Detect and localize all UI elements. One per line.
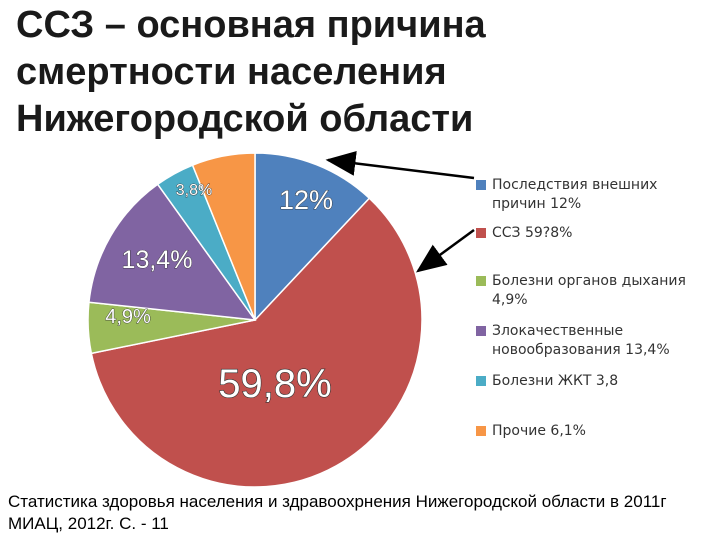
pie-slices	[87, 152, 423, 488]
legend-label: Прочие 6,1%	[492, 423, 586, 439]
source-line-2: МИАЦ, 2012г. С. - 11	[8, 514, 169, 533]
legend-label: Болезни ЖКТ 3,8	[492, 373, 619, 389]
source-note: Статистика здоровья населения и здравоох…	[8, 491, 720, 535]
legend-swatch	[476, 376, 486, 386]
legend-swatch	[476, 180, 486, 190]
slice-data-label: 3,8%	[176, 182, 212, 199]
title-line-2: смертности населения	[16, 51, 447, 93]
pie-slice	[90, 197, 423, 488]
legend-swatch	[476, 276, 486, 286]
pie-slice-labels: 12% 59,8% 4,9% 13,4% 3,8%	[105, 182, 334, 407]
slice-data-label: 12%	[279, 185, 333, 215]
slice-data-label: 13,4%	[122, 246, 193, 274]
title-line-1: ССЗ – основная причина	[16, 4, 486, 46]
pie-slice	[254, 152, 371, 322]
arrow-to-cvd	[415, 228, 475, 273]
source-line-1: Статистика здоровья населения и здравоох…	[8, 492, 667, 511]
legend-swatch	[476, 426, 486, 436]
pie-slice	[88, 183, 257, 321]
title-line-3: Нижегородской области	[16, 98, 474, 140]
slice-data-label: 4,9%	[105, 306, 151, 328]
legend-label: Болезни органов дыхания 4,9%	[492, 273, 686, 308]
pie-slice	[191, 152, 256, 321]
page-title: ССЗ – основная причина смертности населе…	[16, 2, 616, 143]
legend-label: ССЗ 59?8%	[492, 225, 573, 241]
slice-data-label: 59,8%	[218, 362, 331, 406]
legend-swatch	[476, 326, 486, 336]
arrow-to-external-causes	[325, 150, 475, 180]
legend-label: Последствия внешних причин 12%	[492, 177, 658, 212]
legend-label: Злокачественные новообразования 13,4%	[492, 323, 670, 358]
legend-swatch	[476, 228, 486, 238]
